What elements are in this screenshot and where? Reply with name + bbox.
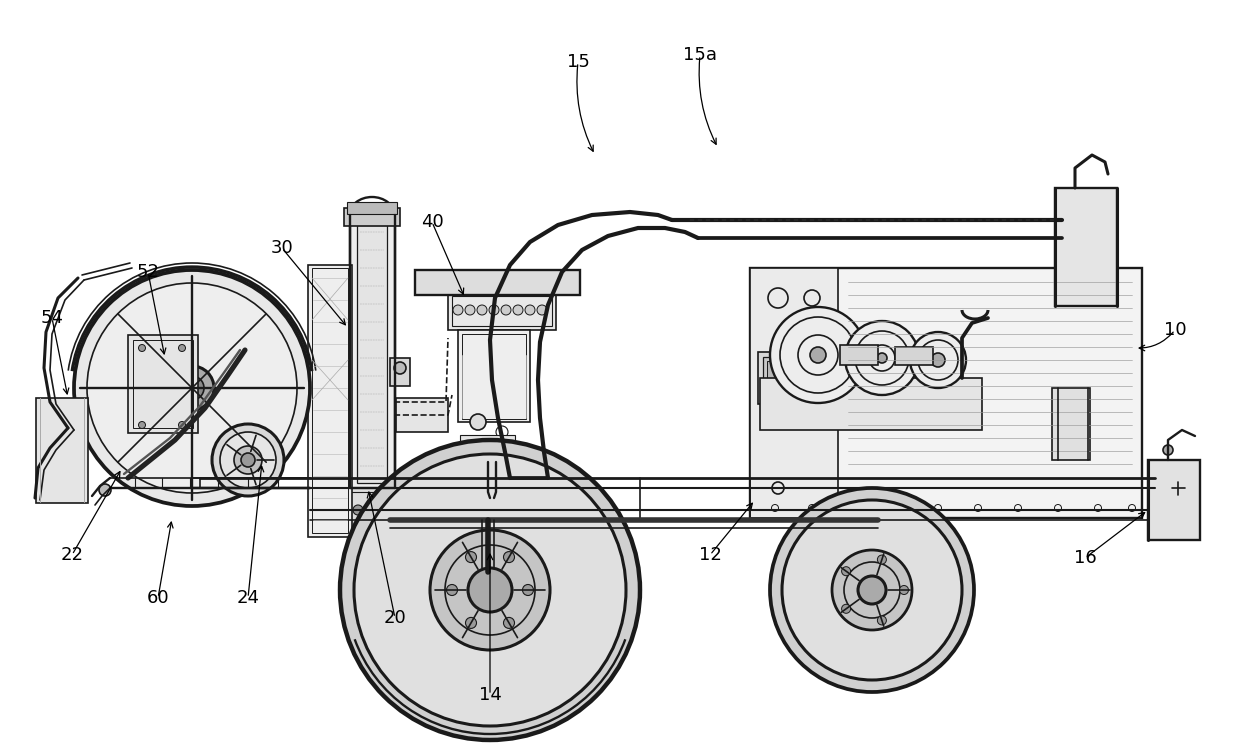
Bar bbox=[1052, 388, 1090, 460]
Circle shape bbox=[770, 488, 973, 692]
Circle shape bbox=[179, 345, 186, 351]
Circle shape bbox=[513, 305, 523, 315]
Circle shape bbox=[99, 484, 112, 496]
Circle shape bbox=[503, 551, 515, 562]
Bar bbox=[350, 215, 396, 493]
Circle shape bbox=[878, 616, 887, 625]
Circle shape bbox=[878, 555, 887, 564]
Text: 40: 40 bbox=[420, 213, 444, 231]
Circle shape bbox=[219, 432, 277, 488]
Circle shape bbox=[842, 567, 851, 576]
Circle shape bbox=[477, 305, 487, 315]
Text: 54: 54 bbox=[41, 309, 63, 327]
Circle shape bbox=[470, 414, 486, 430]
Circle shape bbox=[810, 347, 826, 363]
Circle shape bbox=[234, 446, 262, 474]
Text: 16: 16 bbox=[1074, 549, 1096, 567]
Bar bbox=[458, 330, 529, 422]
Text: 30: 30 bbox=[270, 239, 294, 257]
Circle shape bbox=[503, 617, 515, 628]
Circle shape bbox=[465, 305, 475, 315]
Text: 22: 22 bbox=[61, 546, 83, 564]
Bar bbox=[343, 488, 401, 532]
Circle shape bbox=[74, 270, 310, 506]
Bar bbox=[133, 340, 193, 428]
Bar bbox=[448, 292, 556, 330]
Circle shape bbox=[844, 321, 919, 395]
Bar bbox=[343, 208, 401, 226]
Text: 24: 24 bbox=[237, 589, 259, 607]
Circle shape bbox=[931, 353, 945, 367]
Circle shape bbox=[1163, 445, 1173, 455]
Text: 14: 14 bbox=[479, 686, 501, 704]
Bar bbox=[347, 492, 397, 528]
Circle shape bbox=[353, 505, 363, 515]
Bar bbox=[128, 335, 198, 433]
Circle shape bbox=[179, 422, 186, 428]
Circle shape bbox=[394, 362, 405, 374]
Bar bbox=[453, 296, 552, 326]
Circle shape bbox=[340, 440, 640, 740]
Circle shape bbox=[139, 345, 145, 351]
Bar bbox=[768, 361, 808, 391]
Circle shape bbox=[446, 584, 458, 595]
Circle shape bbox=[381, 505, 391, 515]
Text: 20: 20 bbox=[383, 609, 407, 627]
Bar bbox=[391, 358, 410, 386]
Circle shape bbox=[770, 307, 866, 403]
Text: 12: 12 bbox=[698, 546, 722, 564]
Circle shape bbox=[212, 424, 284, 496]
Circle shape bbox=[453, 305, 463, 315]
Circle shape bbox=[842, 604, 851, 613]
Bar bbox=[839, 345, 878, 365]
Circle shape bbox=[180, 376, 205, 400]
Bar bbox=[312, 268, 348, 533]
Circle shape bbox=[139, 422, 145, 428]
Bar bbox=[415, 270, 580, 295]
Circle shape bbox=[877, 353, 887, 363]
Bar bbox=[460, 435, 515, 463]
Circle shape bbox=[489, 305, 498, 315]
Bar bbox=[763, 357, 813, 397]
Circle shape bbox=[501, 305, 511, 315]
Circle shape bbox=[170, 366, 215, 410]
Circle shape bbox=[465, 551, 476, 562]
Circle shape bbox=[522, 584, 533, 595]
Circle shape bbox=[910, 332, 966, 388]
Bar bbox=[1055, 188, 1117, 306]
Text: 10: 10 bbox=[1163, 321, 1187, 339]
Text: 52: 52 bbox=[136, 263, 160, 281]
Bar bbox=[758, 352, 820, 404]
Bar bbox=[750, 268, 838, 518]
Circle shape bbox=[87, 283, 298, 493]
Circle shape bbox=[241, 453, 255, 467]
Text: 15: 15 bbox=[567, 53, 589, 71]
Bar bbox=[760, 378, 982, 430]
Circle shape bbox=[467, 568, 512, 612]
Circle shape bbox=[353, 454, 626, 726]
Bar bbox=[895, 347, 932, 365]
Circle shape bbox=[430, 530, 551, 650]
Bar bbox=[1148, 460, 1200, 540]
Circle shape bbox=[537, 305, 547, 315]
Bar bbox=[308, 265, 352, 537]
Text: 60: 60 bbox=[146, 589, 170, 607]
Circle shape bbox=[899, 586, 909, 595]
Circle shape bbox=[858, 576, 887, 604]
Bar bbox=[463, 334, 526, 419]
Circle shape bbox=[525, 305, 534, 315]
Bar bbox=[750, 268, 1142, 518]
Bar bbox=[357, 225, 387, 483]
Circle shape bbox=[465, 617, 476, 628]
Text: 15a: 15a bbox=[683, 46, 717, 64]
Circle shape bbox=[832, 550, 911, 630]
Circle shape bbox=[782, 500, 962, 680]
Bar bbox=[396, 398, 448, 432]
Bar bbox=[36, 398, 88, 503]
Bar bbox=[347, 202, 397, 214]
